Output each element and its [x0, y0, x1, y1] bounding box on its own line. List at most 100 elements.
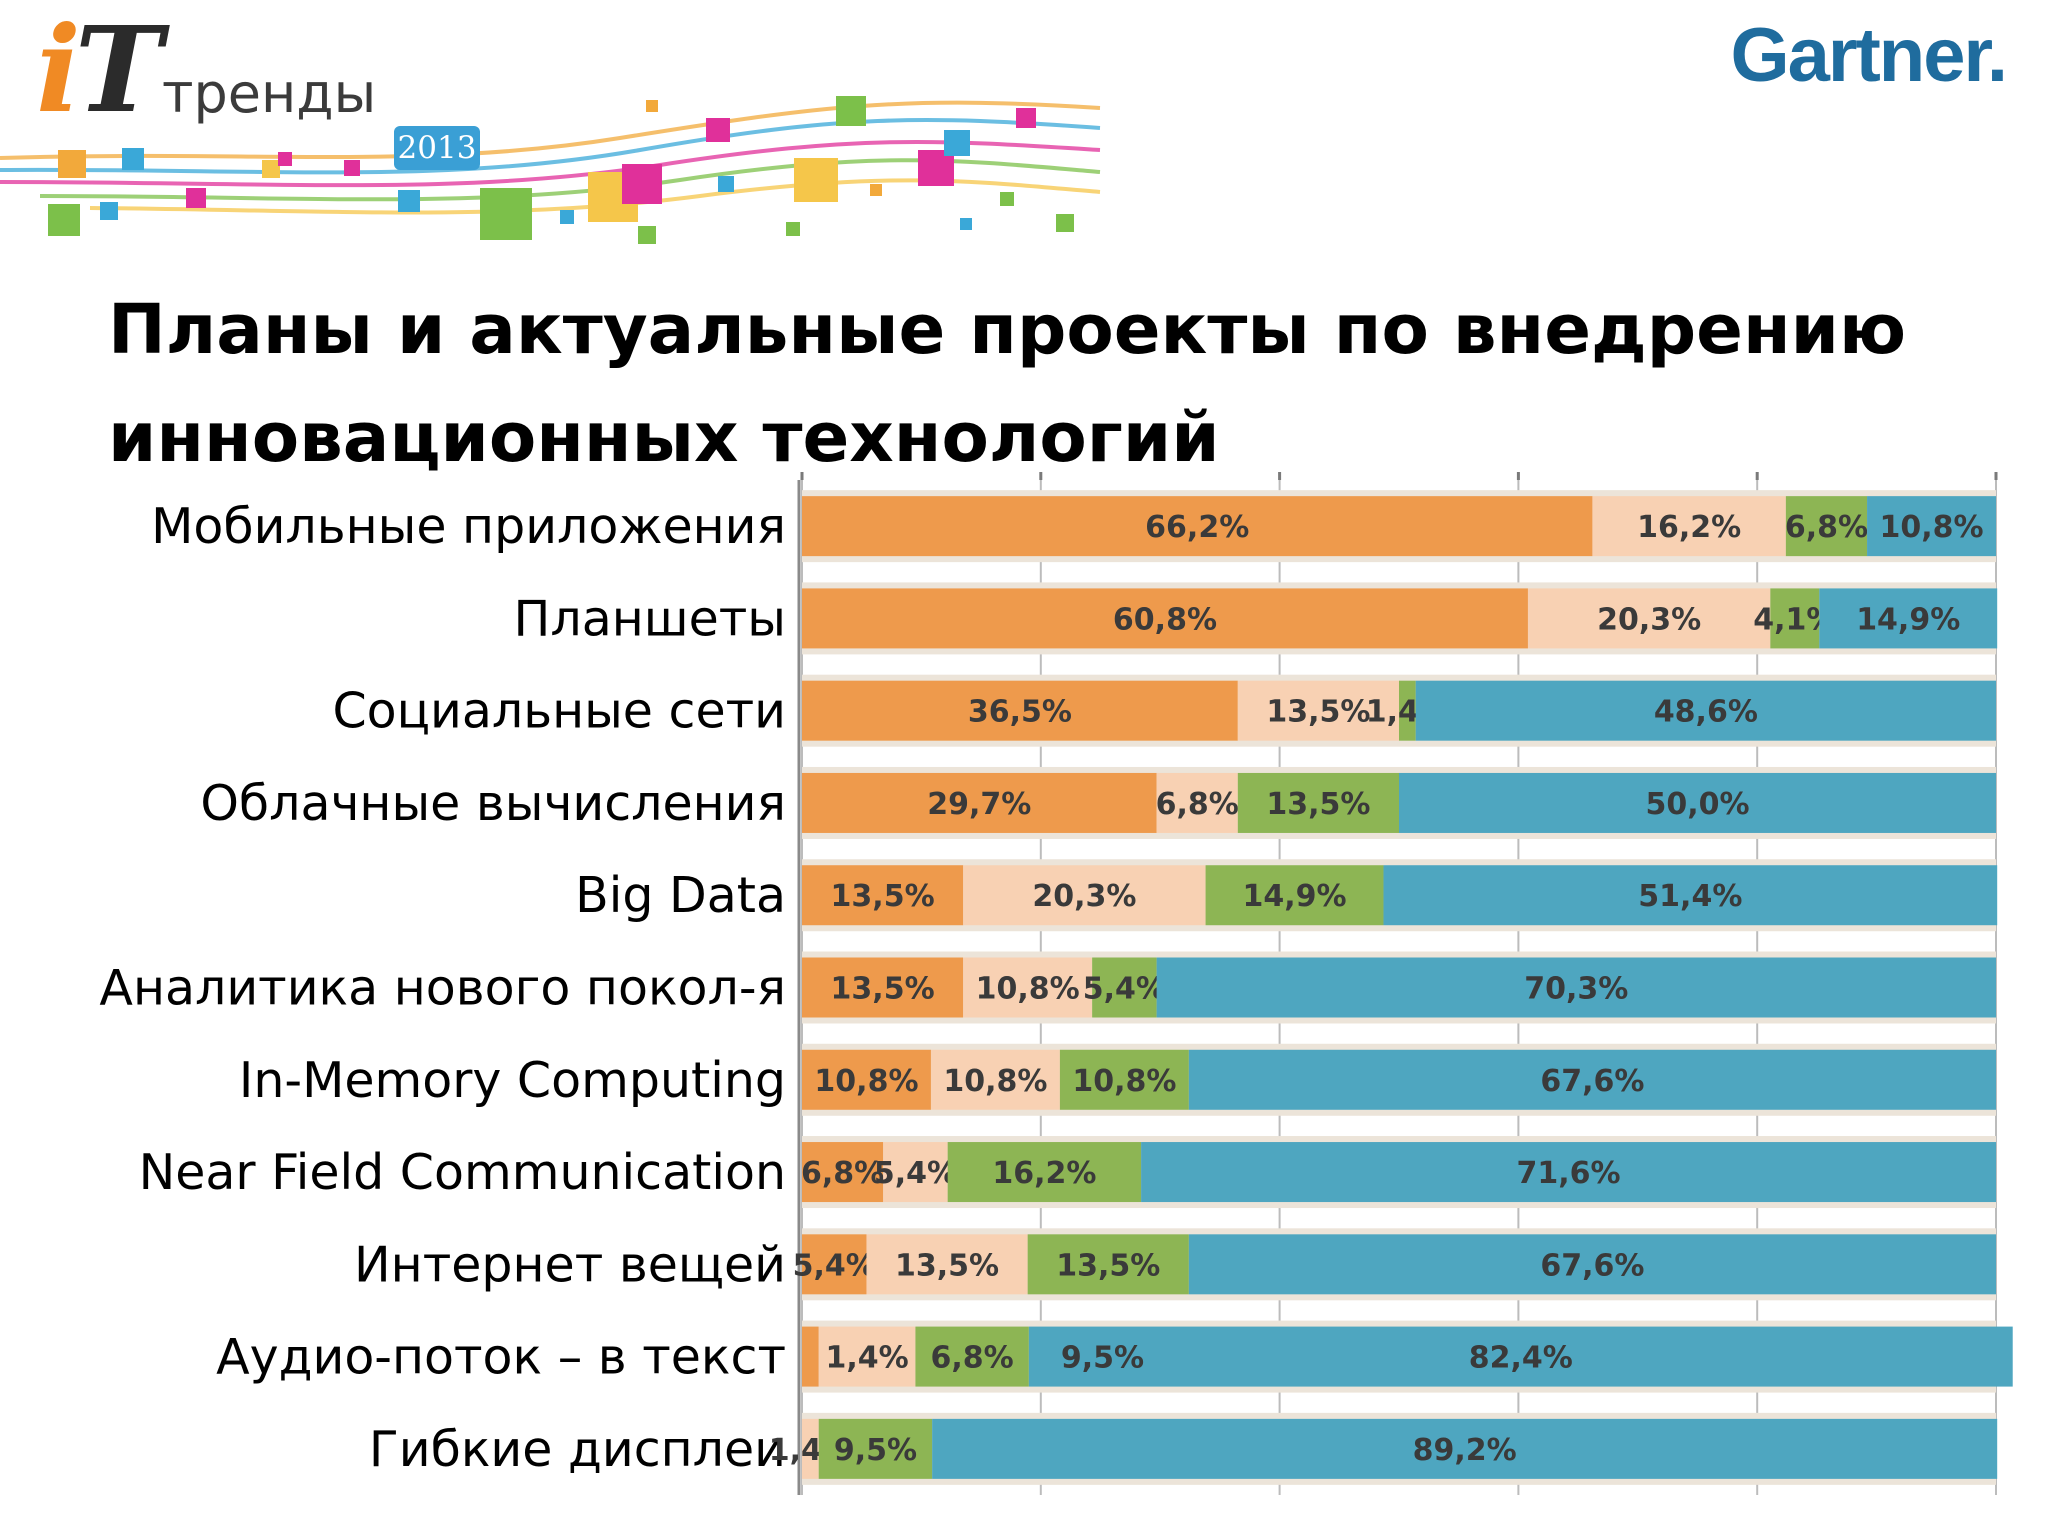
data-label: 6,8%: [931, 1341, 1014, 1376]
bar-segment: [802, 957, 964, 1018]
bar-segment: [1188, 1234, 1996, 1295]
data-label: 16,2%: [992, 1156, 1096, 1191]
data-label: 70,3%: [1524, 972, 1628, 1007]
bar-segment: [1156, 772, 1238, 833]
data-label: 51,4%: [1638, 879, 1742, 914]
banner-square: [480, 188, 532, 240]
bar-segment: [802, 1326, 819, 1387]
banner-square: [944, 130, 970, 156]
category-label: Аудио-поток – в текст: [216, 1329, 786, 1386]
data-label: 13,5%: [895, 1248, 999, 1283]
bar-segment: [818, 1326, 916, 1387]
bar-segment: [802, 1418, 819, 1479]
bar-segment: [802, 865, 964, 926]
bar-segment: [802, 588, 1528, 649]
banner-square: [1056, 214, 1074, 232]
banner-square: [278, 152, 292, 166]
data-label: 71,6%: [1517, 1156, 1621, 1191]
bar-segment: [963, 865, 1206, 926]
bar-segment: [1819, 588, 1998, 649]
banner-curve: [0, 100, 1101, 160]
bar-segment: [1141, 1142, 1996, 1203]
category-label: Big Data: [575, 867, 786, 924]
banner-square: [1000, 192, 1014, 206]
bar-segment: [1027, 1234, 1189, 1295]
bar-segment: [1092, 957, 1157, 1018]
bar-segment: [1028, 1326, 2013, 1387]
bar-segment: [1399, 680, 1416, 741]
bar-segment: [1415, 680, 1996, 741]
bar-segment: [1205, 865, 1384, 926]
data-label: 82,4%: [1469, 1341, 1573, 1376]
data-label: 10,8%: [814, 1064, 918, 1099]
data-label: 13,5%: [831, 972, 935, 1007]
data-label: 14,9%: [1856, 602, 1960, 637]
data-label: 89,2%: [1413, 1433, 1517, 1468]
banner-square: [786, 222, 800, 236]
banner-square: [706, 118, 730, 142]
data-label: 14,9%: [1242, 879, 1346, 914]
data-label: 9,5%: [1061, 1341, 1144, 1376]
data-label: 10,8%: [943, 1064, 1047, 1099]
data-label: 5,4%: [874, 1156, 957, 1191]
category-label: Планшеты: [514, 590, 786, 647]
data-label: 13,5%: [1056, 1248, 1160, 1283]
bar-segment: [802, 1049, 931, 1110]
data-label: 20,3%: [1597, 602, 1701, 637]
bar-segment: [963, 957, 1093, 1018]
data-label: 16,2%: [1637, 510, 1741, 545]
banner-curve: [89, 178, 1101, 215]
bar-segment: [1867, 496, 1996, 557]
category-label: Социальные сети: [332, 683, 786, 740]
data-label: 36,5%: [968, 695, 1072, 730]
bar-segment: [802, 772, 1157, 833]
bar-segment: [802, 1142, 884, 1203]
data-label: 10,8%: [1072, 1064, 1176, 1099]
bar-segment: [1383, 865, 1998, 926]
data-label: 67,6%: [1540, 1064, 1644, 1099]
banner-square: [398, 190, 420, 212]
category-label: Гибкие дисплеи: [369, 1421, 786, 1478]
bar-segment: [1156, 957, 1996, 1018]
data-label: 6,8%: [801, 1156, 884, 1191]
data-label: 5,4%: [793, 1248, 876, 1283]
data-label: 13,5%: [1266, 695, 1370, 730]
data-label: 9,5%: [834, 1433, 917, 1468]
bar-segment: [1592, 496, 1786, 557]
logo-year-badge: 2013: [394, 126, 480, 170]
bar-segment: [866, 1234, 1028, 1295]
bar-segment: [932, 1418, 1998, 1479]
data-label: 10,8%: [976, 972, 1080, 1007]
category-label: Интернет вещей: [354, 1236, 786, 1293]
bar-segment: [1399, 772, 1996, 833]
data-label: 10,8%: [1879, 510, 1983, 545]
data-label: 13,5%: [1266, 787, 1370, 822]
bar-segment: [802, 680, 1238, 741]
banner-square: [646, 100, 658, 112]
banner-curve: [0, 118, 1101, 175]
logo-mark: iT: [36, 0, 163, 139]
bar-segment: [802, 496, 1593, 557]
data-label: 67,6%: [1540, 1248, 1644, 1283]
bar-segment: [1188, 1049, 1996, 1110]
bar-segment: [1237, 680, 1399, 741]
data-label: 48,6%: [1654, 695, 1758, 730]
data-label: 1,4%: [825, 1341, 908, 1376]
data-label: 20,3%: [1032, 879, 1136, 914]
banner-square: [836, 96, 866, 126]
bar-segment: [883, 1142, 948, 1203]
brand-logo: Gartner.: [1730, 13, 2008, 98]
banner-square: [122, 148, 144, 170]
banner-square: [1016, 108, 1036, 128]
bar-segment: [1527, 588, 1771, 649]
page-title: Планы и актуальные проекты по внедрению …: [108, 290, 1907, 478]
category-label: Near Field Communication: [139, 1144, 786, 1201]
banner-square: [718, 176, 734, 192]
banner-square: [100, 202, 118, 220]
banner-square: [186, 188, 206, 208]
bar-segment: [1059, 1049, 1189, 1110]
category-label: Облачные вычисления: [200, 775, 786, 832]
category-label: Аналитика нового покол-я: [99, 960, 786, 1017]
header-banner: [0, 96, 1101, 244]
